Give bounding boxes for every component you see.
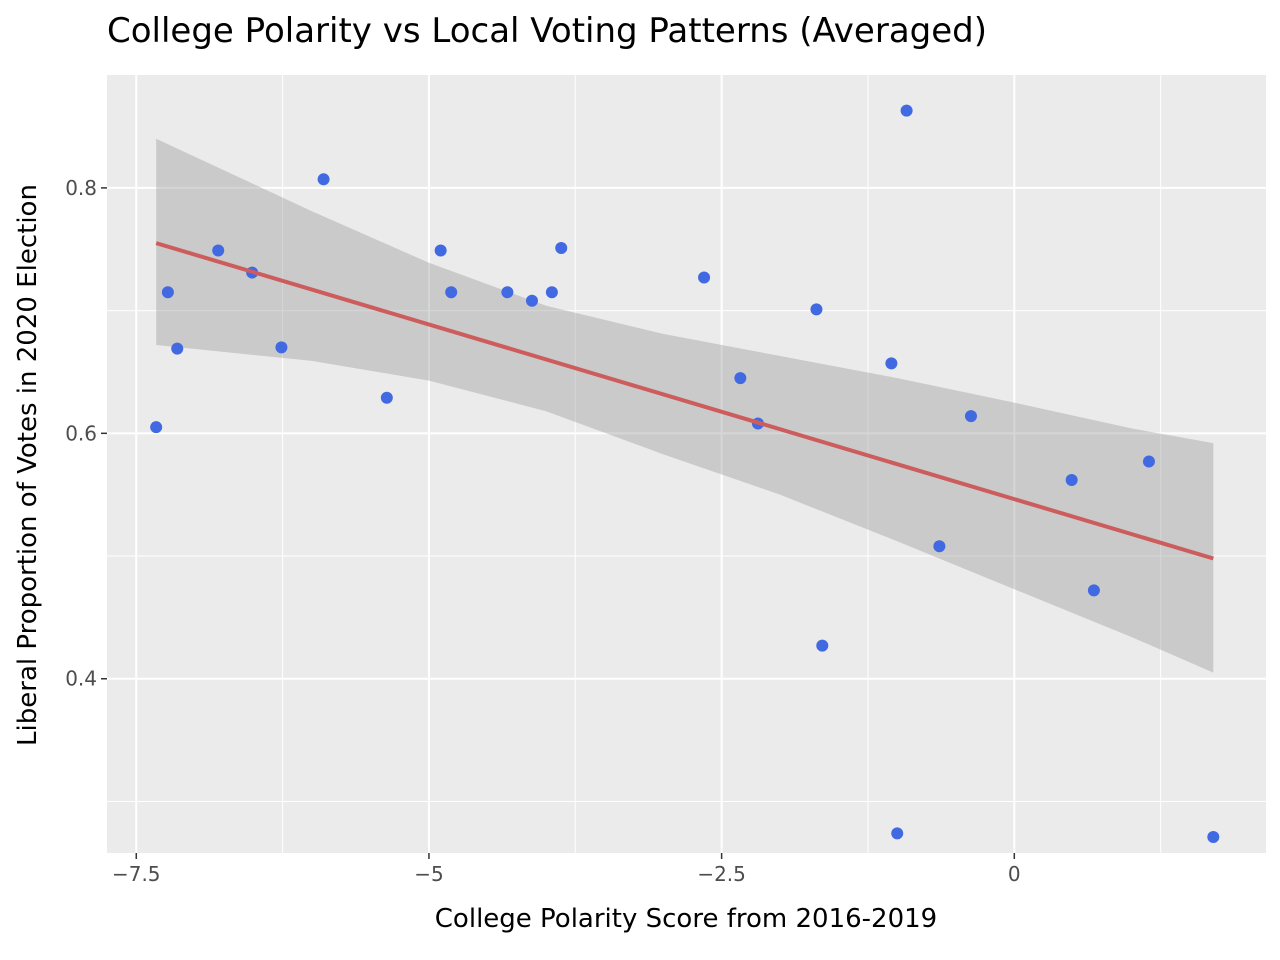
confidence-band [156, 138, 1214, 673]
data-point [1207, 831, 1220, 844]
data-point [150, 421, 163, 434]
data-point [212, 244, 225, 257]
data-point [161, 286, 174, 299]
data-point [501, 286, 514, 299]
x-axis-title: College Polarity Score from 2016-2019 [435, 904, 937, 934]
y-axis-title: Liberal Proportion of Votes in 2020 Elec… [13, 184, 43, 746]
data-point [1087, 584, 1100, 597]
data-point [275, 341, 288, 354]
x-axis: −7.5 −5 −2.5 0 [112, 853, 1021, 886]
data-point [317, 173, 330, 186]
data-point [810, 303, 823, 316]
data-point [891, 827, 904, 840]
data-point [734, 372, 747, 385]
x-tick-label: 0 [1008, 862, 1021, 886]
data-point [434, 244, 447, 257]
data-point [698, 271, 711, 284]
minor-gridlines [107, 75, 1266, 853]
data-point [885, 357, 898, 370]
y-tick-label: 0.8 [65, 176, 97, 200]
data-point [964, 410, 977, 423]
y-axis: 0.4 0.6 0.8 [65, 176, 107, 691]
data-point [1065, 473, 1078, 486]
data-point [1142, 455, 1155, 468]
chart-title: College Polarity vs Local Voting Pattern… [107, 11, 987, 51]
data-point [816, 639, 829, 652]
data-point [380, 391, 393, 404]
data-point [445, 286, 458, 299]
x-tick-label: −2.5 [697, 862, 746, 886]
data-point [933, 540, 946, 553]
data-point [525, 294, 538, 307]
data-point [545, 286, 558, 299]
major-gridlines [107, 75, 1266, 853]
data-point [900, 104, 913, 117]
plot-panel [107, 75, 1266, 853]
y-tick-label: 0.6 [65, 421, 97, 445]
data-point [555, 242, 568, 255]
x-tick-label: −5 [414, 862, 443, 886]
x-tick-label: −7.5 [112, 862, 161, 886]
regression-line [155, 241, 1214, 561]
y-tick-label: 0.4 [65, 667, 97, 691]
data-point [171, 342, 184, 355]
